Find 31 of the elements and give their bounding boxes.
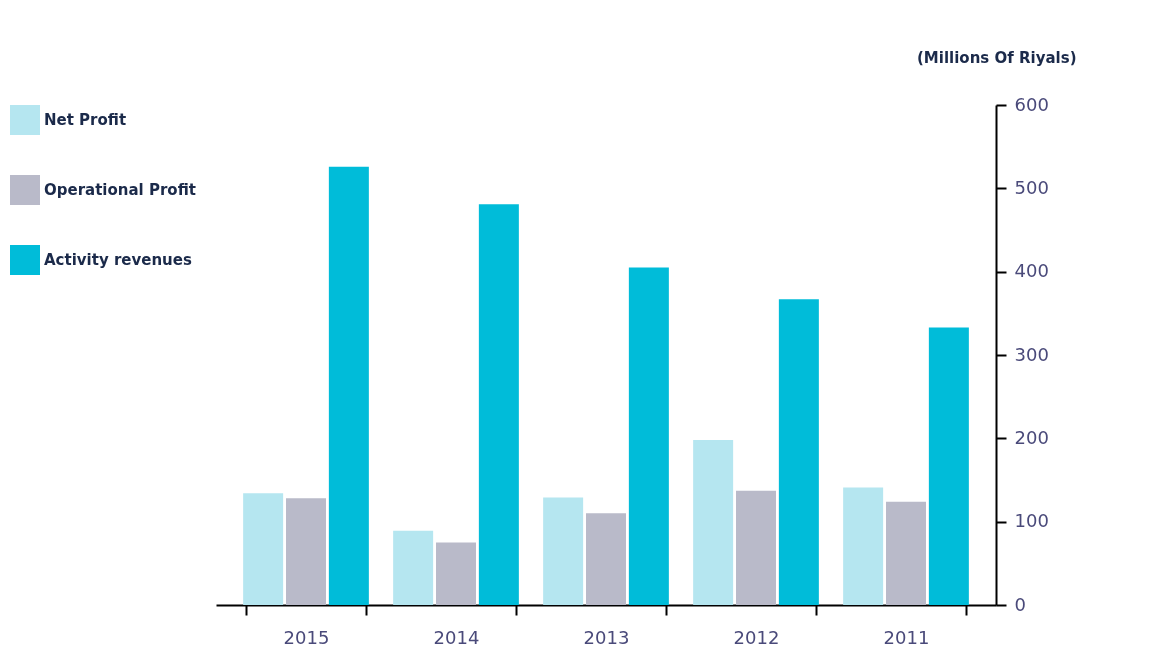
legend-label: Operational Profit <box>44 181 196 199</box>
legend-label: Net Profit <box>44 111 127 129</box>
y-tick-label: 100 <box>1014 510 1049 532</box>
bar <box>243 493 284 605</box>
y-tick-label: 200 <box>1014 426 1049 448</box>
bar <box>778 299 819 605</box>
bar <box>886 501 926 605</box>
y-tick-label: 300 <box>1014 343 1049 365</box>
bar <box>928 327 969 605</box>
bar <box>543 497 584 605</box>
bar <box>286 498 326 605</box>
y-tick-label: 500 <box>1014 176 1049 198</box>
bar <box>436 542 476 605</box>
bar <box>586 513 626 605</box>
legend-label: Activity revenues <box>44 251 192 269</box>
x-tick-label: 2012 <box>733 626 780 648</box>
y-tick-label: 400 <box>1014 260 1049 282</box>
bar <box>478 204 519 605</box>
bar <box>843 487 884 605</box>
x-tick-label: 2014 <box>433 626 480 648</box>
x-tick-label: 2011 <box>883 626 930 648</box>
bar <box>693 440 734 605</box>
x-tick-label: 2013 <box>583 626 630 648</box>
y-tick-label: 600 <box>1014 93 1049 115</box>
y-axis-title: (Millions Of Riyals) <box>917 48 1077 67</box>
x-tick-label: 2015 <box>283 626 330 648</box>
bar <box>328 166 369 605</box>
bar <box>736 490 776 605</box>
bar <box>628 267 669 605</box>
bar <box>393 530 434 605</box>
y-tick-label: 0 <box>1014 593 1026 615</box>
